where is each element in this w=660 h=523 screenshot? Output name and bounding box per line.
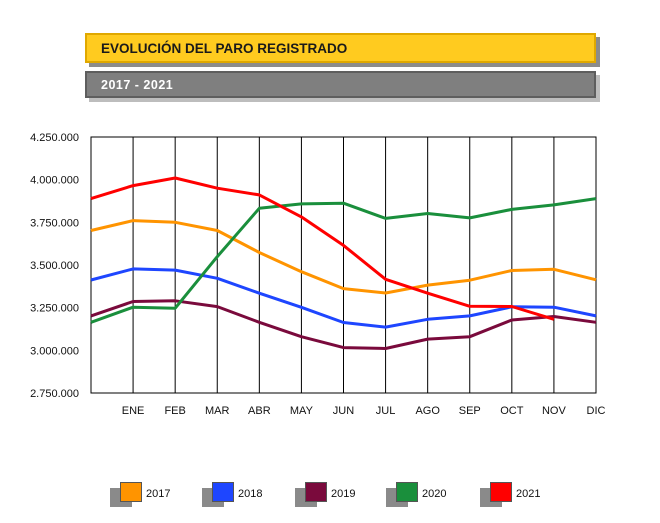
y-tick-label: 3.250.000 [30, 303, 79, 315]
y-tick-label: 3.750.000 [30, 217, 79, 229]
x-tick-label: ENE [122, 405, 145, 417]
x-tick-label: MAR [205, 405, 230, 417]
legend-label: 2019 [331, 488, 356, 500]
x-tick-label: FEB [164, 405, 185, 417]
legend-label: 2021 [516, 488, 541, 500]
series-line-2021 [90, 176, 555, 321]
legend-label: 2017 [146, 488, 171, 500]
x-tick-label: MAY [290, 405, 314, 417]
y-tick-label: 3.500.000 [30, 260, 79, 272]
chart-title: EVOLUCIÓN DEL PARO REGISTRADO [101, 41, 348, 56]
x-tick-label: SEP [459, 405, 481, 417]
title-banner: EVOLUCIÓN DEL PARO REGISTRADO [85, 33, 596, 63]
series-line-2019 [90, 299, 597, 350]
x-tick-label: DIC [587, 405, 606, 417]
legend-label: 2020 [422, 488, 447, 500]
x-tick-label: OCT [500, 405, 524, 417]
legend-swatch [396, 482, 418, 502]
x-tick-label: AGO [415, 405, 440, 417]
y-tick-label: 4.250.000 [30, 132, 79, 144]
x-tick-label: ABR [248, 405, 271, 417]
series-line-2020 [90, 197, 597, 324]
legend-swatch [120, 482, 142, 502]
subtitle-banner: 2017 - 2021 [85, 71, 596, 98]
legend-swatch [212, 482, 234, 502]
y-tick-label: 3.000.000 [30, 345, 79, 357]
chart-legend: 2017 2018 2019 2020 2021 [0, 478, 660, 518]
series-line-2017 [90, 219, 597, 295]
x-tick-label: NOV [542, 405, 567, 417]
legend-swatch [305, 482, 327, 502]
legend-label: 2018 [238, 488, 263, 500]
x-tick-label: JUN [333, 405, 354, 417]
line-chart: 2.750.000 3.000.000 3.250.000 3.500.000 3.75… [30, 132, 606, 417]
x-tick-label: JUL [376, 405, 396, 417]
chart-subtitle: 2017 - 2021 [101, 78, 174, 92]
y-tick-label: 4.000.000 [30, 175, 79, 187]
y-tick-label: 2.750.000 [30, 388, 79, 400]
legend-swatch [490, 482, 512, 502]
